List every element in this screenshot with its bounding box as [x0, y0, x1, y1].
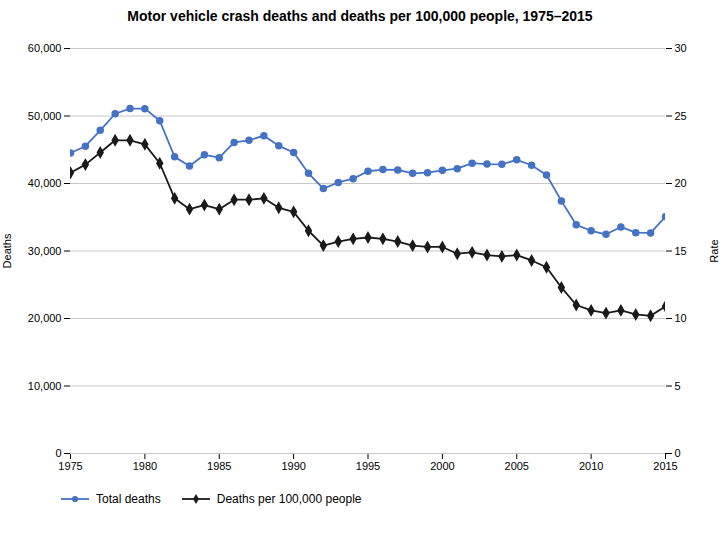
- html-text:Motor vehicle crash deaths and: Motor vehicle crash deaths and deaths pe…: [127, 8, 593, 24]
- svg-text:40,000: 40,000: [28, 177, 62, 189]
- svg-text:2000: 2000: [430, 460, 454, 472]
- svg-text:0: 0: [55, 447, 61, 459]
- svg-text:1995: 1995: [356, 460, 380, 472]
- svg-text:60,000: 60,000: [28, 42, 62, 54]
- svg-text:1975: 1975: [58, 460, 82, 472]
- html-text:Deaths per 100,000 people: Deaths per 100,000 people: [216, 492, 362, 506]
- svg-text:1990: 1990: [281, 460, 305, 472]
- svg-text:10,000: 10,000: [28, 380, 62, 392]
- html-text:Total deaths: Total deaths: [96, 492, 161, 506]
- svg-text:25: 25: [675, 110, 687, 122]
- svg-text:20,000: 20,000: [28, 312, 62, 324]
- svg-text:20: 20: [675, 177, 687, 189]
- svg-text:50,000: 50,000: [28, 110, 62, 122]
- svg-text:2010: 2010: [579, 460, 603, 472]
- svg-text:Deaths: Deaths: [1, 233, 13, 268]
- svg-text:10: 10: [675, 312, 687, 324]
- svg-text:5: 5: [675, 380, 681, 392]
- svg-text:2005: 2005: [505, 460, 529, 472]
- svg-text:1980: 1980: [133, 460, 157, 472]
- svg-text:15: 15: [675, 245, 687, 257]
- svg-text:1985: 1985: [207, 460, 231, 472]
- svg-text:30,000: 30,000: [28, 245, 62, 257]
- svg-text:Rate: Rate: [708, 239, 720, 262]
- svg-text:30: 30: [675, 42, 687, 54]
- svg-text:0: 0: [675, 447, 681, 459]
- svg-text:2015: 2015: [653, 460, 677, 472]
